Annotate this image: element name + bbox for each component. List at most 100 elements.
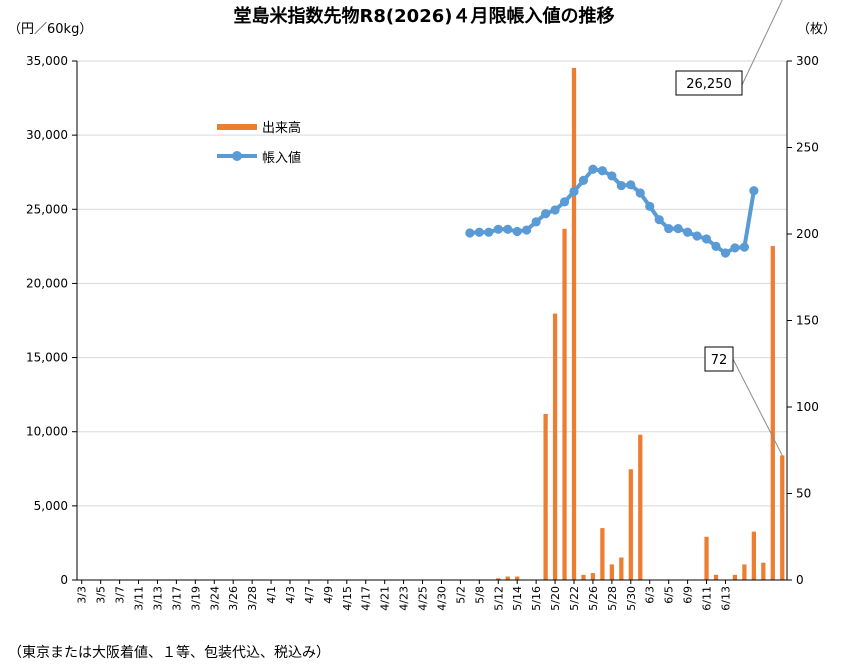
- settlement-line: [465, 164, 759, 258]
- x-tick-label: 4/21: [379, 586, 392, 611]
- x-tick-label: 5/8: [473, 586, 486, 604]
- x-tick-label: 6/9: [682, 586, 695, 604]
- x-tick-label: 4/7: [303, 586, 316, 604]
- callout-volume: 72: [704, 346, 783, 456]
- left-tick-label: 30,000: [26, 128, 68, 142]
- volume-bar: [780, 455, 785, 580]
- volume-bar: [581, 574, 586, 580]
- x-tick-label: 4/25: [417, 586, 430, 611]
- callout-settlement-leader: [741, 0, 783, 86]
- volume-bar: [732, 574, 738, 580]
- x-tick-label: 3/24: [208, 586, 221, 611]
- callout-volume-box: [704, 346, 734, 372]
- settlement-point: [664, 223, 674, 234]
- x-tick-label: 4/30: [435, 586, 448, 611]
- x-tick-label: 5/28: [606, 586, 619, 611]
- x-tick-label: 4/9: [322, 586, 335, 604]
- x-axis-ticks: 3/3 3/5 3/7 3/11 3/13 3/17 3/19 3/24 3/26 3/28 4/1…: [76, 580, 732, 611]
- settlement-point: [559, 197, 570, 207]
- volume-bar: [713, 574, 719, 580]
- legend-marker-settlement: [232, 151, 242, 161]
- x-tick-label: 3/17: [170, 586, 183, 611]
- settlement-point: [720, 248, 731, 258]
- settlement-point: [531, 217, 541, 227]
- settlement-point: [597, 166, 608, 176]
- volume-bars: [496, 67, 785, 581]
- volume-bar: [552, 313, 558, 580]
- x-tick-label: 3/11: [133, 586, 146, 611]
- right-tick-label: 50: [796, 487, 811, 501]
- x-tick-label: 3/26: [227, 586, 240, 611]
- volume-bar: [638, 434, 643, 580]
- x-tick-label: 3/5: [95, 586, 108, 604]
- settlement-point: [588, 164, 598, 174]
- x-tick-label: 5/20: [549, 586, 562, 611]
- settlement-point: [550, 205, 560, 215]
- volume-bar: [496, 578, 501, 580]
- volume-bar: [571, 67, 577, 581]
- chart-title: 堂島米指数先物R8(2026)４月限帳入値の推移: [234, 5, 615, 27]
- x-tick-label: 4/23: [398, 586, 411, 611]
- x-tick-label: 5/30: [625, 586, 638, 611]
- settlement-point: [645, 201, 655, 211]
- callout-volume-leader: [732, 358, 783, 456]
- x-tick-label: 5/26: [587, 586, 600, 611]
- settlement-point: [607, 171, 617, 181]
- x-tick-label: 3/28: [246, 586, 259, 611]
- settlement-point: [711, 241, 721, 251]
- volume-bar: [704, 536, 709, 580]
- settlement-point: [465, 228, 475, 238]
- volume-bar: [543, 413, 548, 580]
- right-axis-unit: （枚）: [797, 22, 836, 37]
- x-tick-label: 5/16: [530, 586, 543, 611]
- left-tick-label: 35,000: [26, 54, 68, 68]
- right-tick-label: 200: [796, 227, 819, 241]
- settlement-line-path: [469, 167, 756, 256]
- legend-swatch-volume: [217, 124, 257, 130]
- callout-settlement: 26,250: [675, 0, 783, 96]
- axes: [76, 61, 788, 581]
- right-axis-ticks: 0 50 100 150 200 250 300: [787, 54, 819, 587]
- settlement-point: [512, 226, 522, 237]
- footnote: （東京または大阪着値、１等、包装代込、税込み）: [8, 644, 330, 661]
- volume-bar: [609, 564, 614, 580]
- settlement-point: [692, 231, 702, 241]
- legend-label-volume: 出来高: [262, 120, 301, 136]
- x-tick-label: 6/3: [644, 586, 657, 604]
- settlement-point: [474, 227, 484, 237]
- settlement-point: [635, 188, 645, 198]
- settlement-point: [522, 225, 532, 235]
- x-tick-label: 4/1: [265, 586, 278, 604]
- legend-label-settlement: 帳入値: [262, 150, 301, 166]
- right-tick-label: 0: [796, 573, 804, 587]
- right-tick-label: 300: [796, 54, 819, 68]
- settlement-point: [616, 180, 626, 191]
- settlement-point: [749, 186, 759, 196]
- volume-bar: [590, 573, 596, 580]
- x-tick-label: 5/2: [454, 586, 467, 604]
- volume-bar: [619, 557, 624, 580]
- settlement-point: [569, 186, 579, 197]
- settlement-point: [493, 224, 503, 234]
- settlement-point: [626, 180, 636, 190]
- callout-volume-text: 72: [711, 353, 728, 368]
- left-axis-unit: （円／60kg）: [8, 22, 92, 37]
- volume-bar: [505, 576, 510, 580]
- settlement-point: [739, 242, 750, 252]
- x-tick-label: 4/17: [360, 586, 373, 611]
- callout-settlement-text: 26,250: [686, 77, 732, 92]
- left-tick-label: 5,000: [34, 499, 68, 513]
- left-tick-label: 25,000: [26, 202, 68, 216]
- x-tick-label: 6/5: [663, 586, 676, 604]
- volume-bar: [628, 469, 633, 580]
- x-tick-label: 5/12: [492, 586, 505, 611]
- volume-bar: [751, 531, 756, 580]
- x-tick-label: 4/3: [284, 586, 297, 604]
- volume-bar: [742, 564, 747, 580]
- settlement-point: [484, 227, 494, 237]
- settlement-point: [541, 209, 551, 219]
- x-tick-label: 3/7: [114, 586, 127, 604]
- settlement-point: [654, 215, 664, 225]
- settlement-point: [503, 224, 513, 234]
